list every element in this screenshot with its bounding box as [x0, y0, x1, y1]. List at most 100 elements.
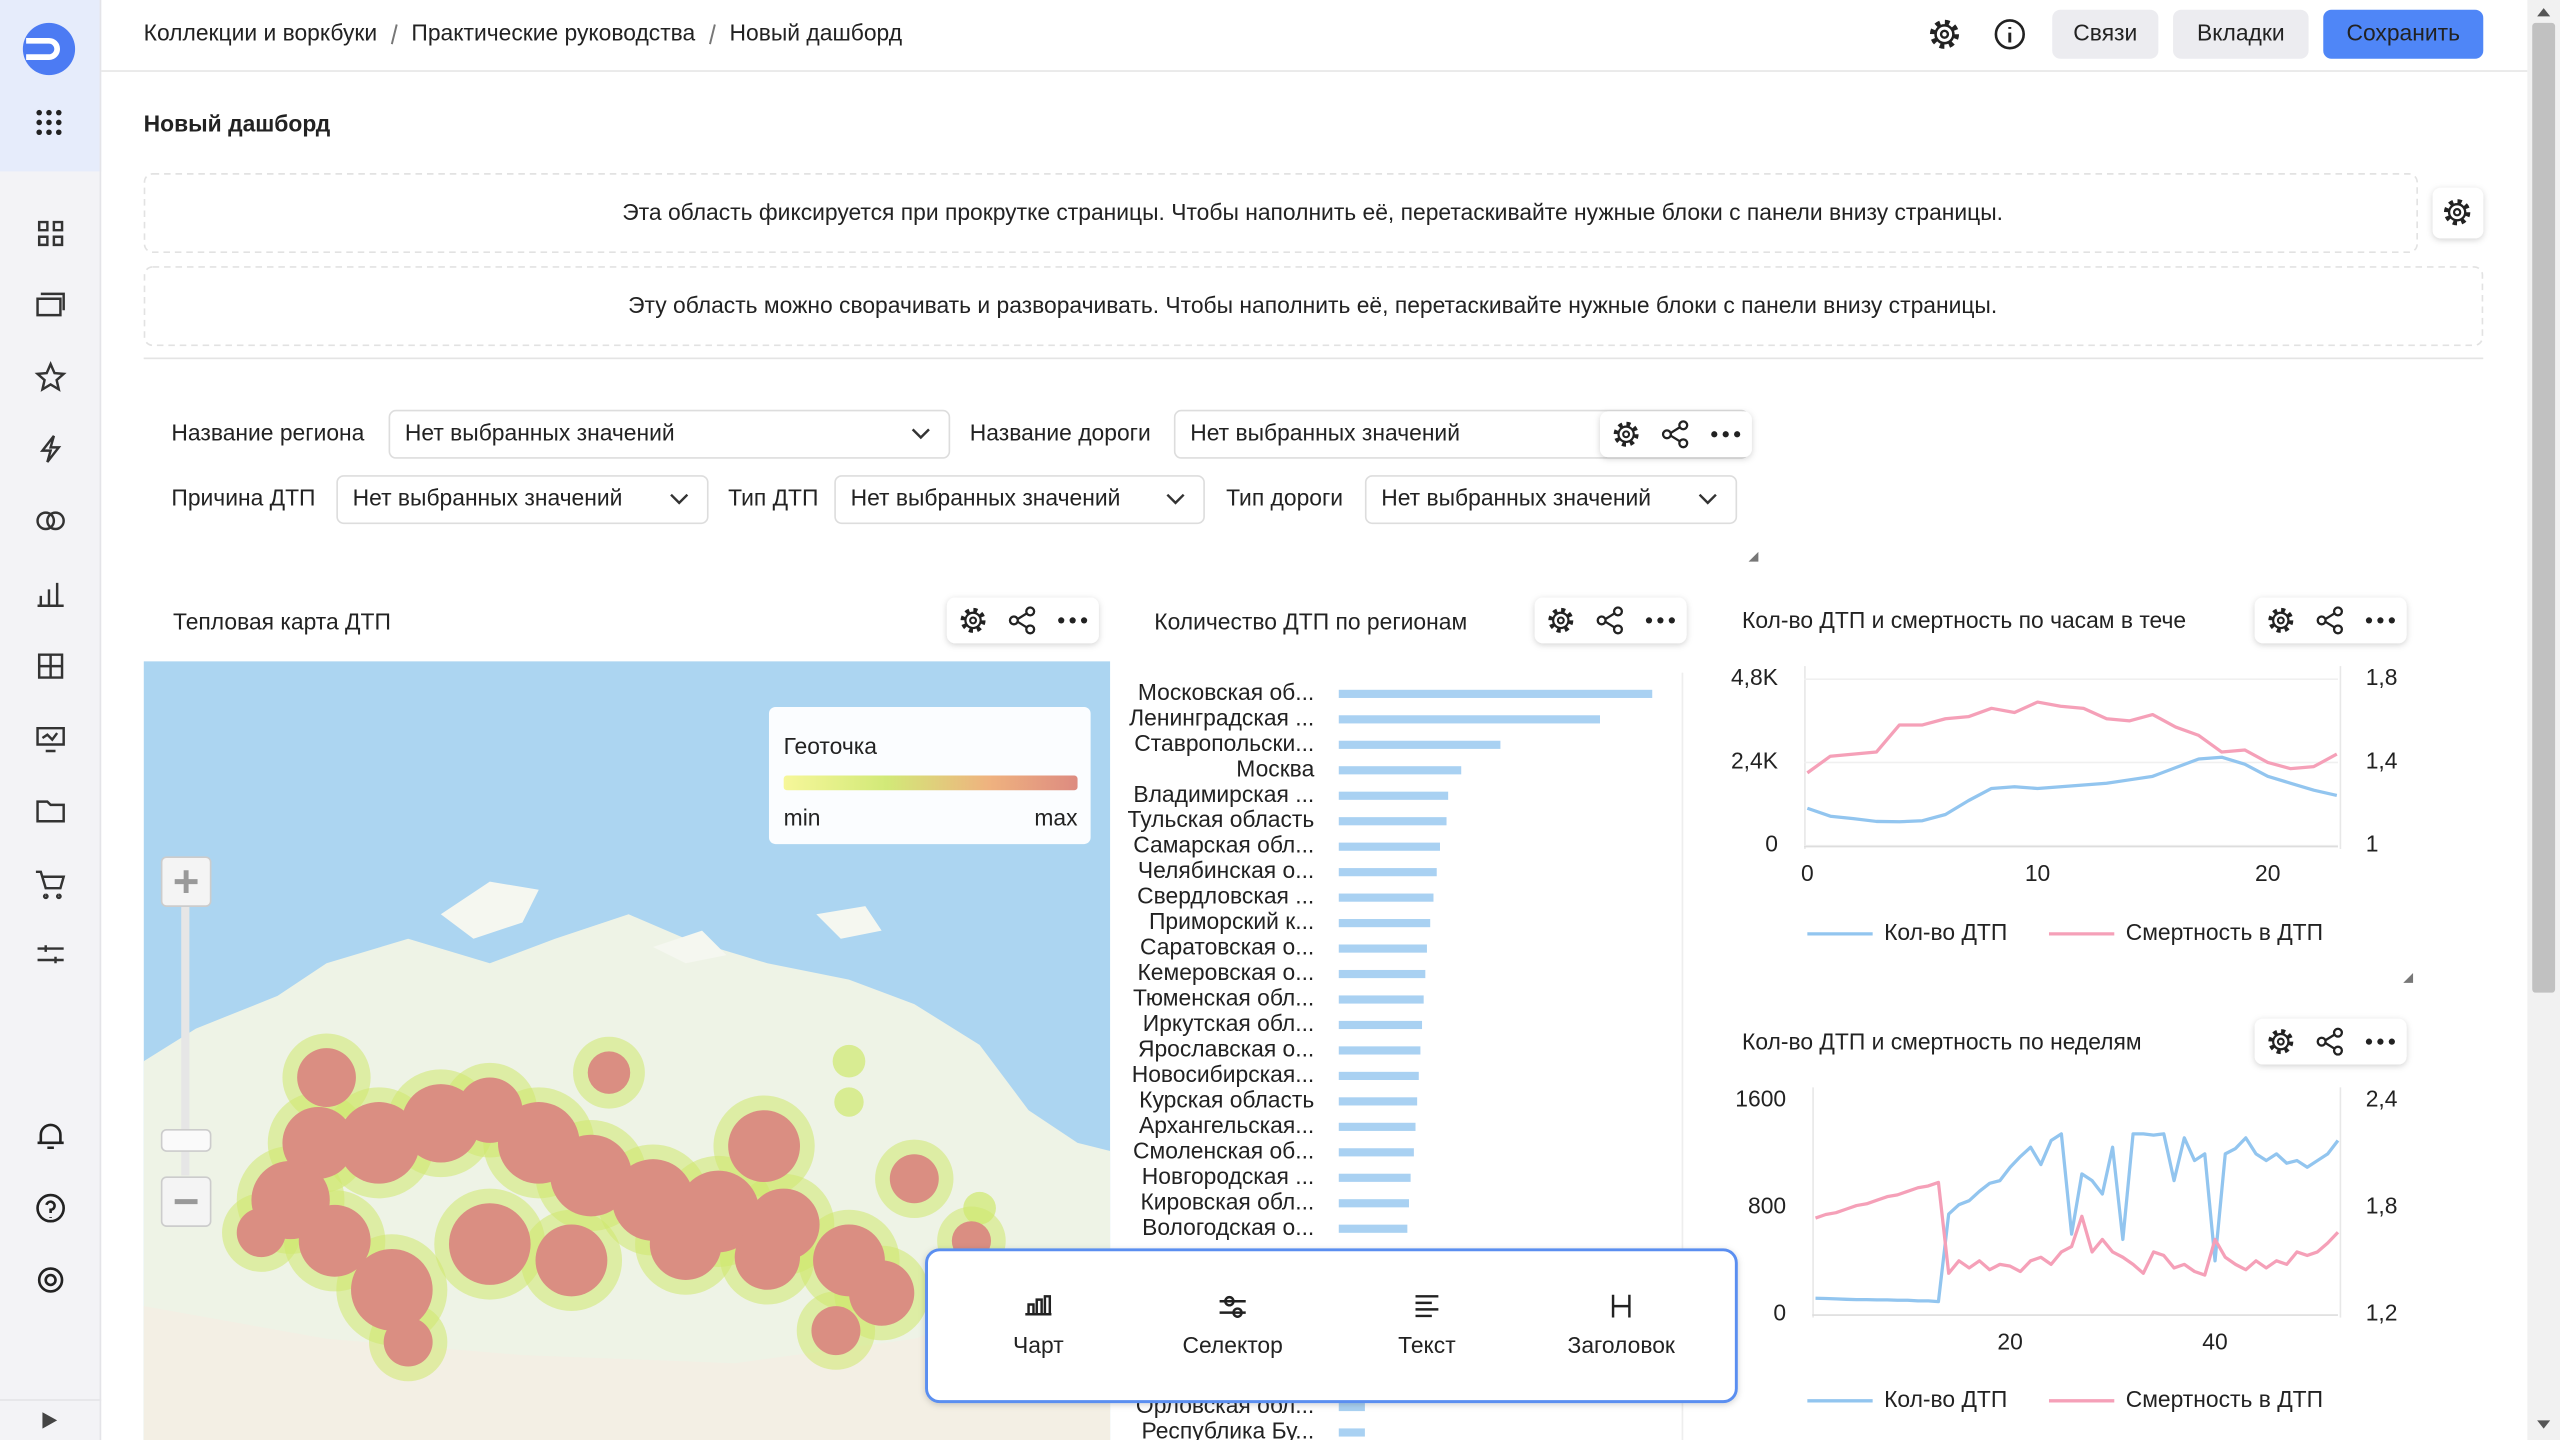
bar[interactable] — [1338, 1097, 1418, 1106]
sidebar-icon[interactable] — [37, 582, 64, 607]
bar[interactable] — [1338, 842, 1440, 851]
sidebar-icon[interactable] — [34, 361, 67, 392]
bar[interactable] — [1338, 868, 1437, 877]
sidebar-icon[interactable] — [37, 220, 64, 247]
scroll-down[interactable] — [2537, 1420, 2551, 1429]
more-icon[interactable] — [2365, 1038, 2395, 1045]
selector-input[interactable] — [1364, 475, 1738, 525]
bar[interactable] — [1338, 1148, 1414, 1157]
apps-dot[interactable] — [56, 129, 62, 136]
selector-input[interactable] — [336, 475, 709, 525]
bar[interactable] — [1338, 817, 1447, 826]
bar[interactable] — [1338, 1224, 1408, 1233]
resize-handle[interactable] — [2403, 973, 2414, 983]
apps-dot[interactable] — [46, 109, 52, 116]
apps-dot[interactable] — [56, 109, 62, 116]
selector-chevron[interactable] — [911, 428, 930, 440]
selector-placeholder[interactable]: Нет выбранных значений — [1381, 485, 1651, 511]
selector-chevron[interactable] — [1698, 493, 1717, 505]
bar[interactable] — [1338, 969, 1426, 979]
bar[interactable] — [1338, 919, 1431, 928]
more-icon[interactable] — [1058, 617, 1088, 624]
bar[interactable] — [1338, 1071, 1419, 1080]
add-item-icon[interactable] — [1415, 1295, 1439, 1318]
more-icon[interactable] — [1711, 431, 1741, 438]
legend-label[interactable]: Смертность в ДТП — [2126, 919, 2323, 945]
selector-placeholder[interactable]: Нет выбранных значений — [851, 485, 1121, 511]
header-button-label[interactable]: Сохранить — [2346, 19, 2460, 45]
share-icon[interactable] — [1008, 606, 1036, 635]
apps-dot[interactable] — [36, 129, 42, 136]
apps-dot[interactable] — [46, 119, 52, 126]
bar[interactable] — [1338, 944, 1427, 953]
bar[interactable] — [1338, 1020, 1423, 1030]
info-icon[interactable] — [1994, 19, 2025, 50]
sidebar-icon[interactable] — [36, 292, 65, 317]
bar[interactable] — [1338, 1173, 1411, 1182]
sidebar-icon[interactable] — [36, 511, 65, 531]
scrollbar-thumb[interactable] — [2532, 22, 2556, 993]
collapse-toggle[interactable] — [42, 1412, 58, 1429]
selector-input[interactable] — [834, 475, 1205, 525]
selector-placeholder[interactable]: Нет выбранных значений — [353, 485, 623, 511]
bar[interactable] — [1338, 1428, 1365, 1437]
header-button-label[interactable]: Вкладки — [2197, 19, 2285, 45]
share-icon[interactable] — [2316, 1027, 2344, 1056]
bar[interactable] — [1338, 689, 1653, 698]
settings-icon[interactable] — [1613, 421, 1639, 447]
bar[interactable] — [1338, 791, 1449, 800]
header-button-label[interactable]: Связи — [2073, 19, 2137, 45]
legend-label[interactable]: Смертность в ДТП — [2126, 1386, 2323, 1412]
bar[interactable] — [1338, 715, 1600, 724]
legend-label[interactable]: Кол-во ДТП — [1884, 919, 2007, 945]
series-line[interactable] — [1815, 1132, 2340, 1304]
selector-placeholder[interactable]: Нет выбранных значений — [405, 419, 675, 445]
settings-icon[interactable] — [1929, 19, 1960, 49]
zoom-handle[interactable] — [160, 1128, 212, 1152]
sidebar-icon[interactable] — [37, 1267, 64, 1293]
breadcrumb[interactable]: Практические руководства — [411, 19, 695, 45]
series-line[interactable] — [1806, 700, 2338, 775]
apps-dot[interactable] — [46, 129, 52, 136]
logo[interactable] — [22, 22, 76, 76]
settings-icon[interactable] — [2443, 199, 2471, 226]
bar[interactable] — [1338, 893, 1434, 902]
bar[interactable] — [1338, 1199, 1409, 1208]
more-icon[interactable] — [2365, 617, 2395, 624]
sidebar-icon[interactable] — [37, 1123, 64, 1150]
share-icon[interactable] — [1596, 606, 1624, 635]
add-item-icon[interactable] — [1611, 1294, 1631, 1318]
scroll-up[interactable] — [2537, 8, 2551, 17]
bar[interactable] — [1338, 1402, 1365, 1412]
apps-dot[interactable] — [56, 119, 62, 126]
bar[interactable] — [1338, 1122, 1416, 1131]
add-item-icon[interactable] — [1025, 1295, 1052, 1316]
add-item-label[interactable]: Текст — [1398, 1332, 1456, 1358]
selector-placeholder[interactable]: Нет выбранных значений — [1190, 419, 1460, 445]
selector-chevron[interactable] — [1166, 493, 1185, 505]
bar[interactable] — [1338, 995, 1424, 1004]
settings-icon[interactable] — [2268, 1029, 2294, 1055]
add-item-label[interactable]: Заголовок — [1568, 1332, 1676, 1358]
series-line[interactable] — [1814, 1180, 2340, 1277]
bar[interactable] — [1338, 766, 1462, 775]
sidebar-icon[interactable] — [36, 726, 65, 753]
resize-handle[interactable] — [1748, 551, 1759, 562]
selector-input[interactable] — [388, 409, 951, 459]
sidebar-icon[interactable] — [39, 435, 62, 463]
add-item-label[interactable]: Чарт — [1013, 1332, 1064, 1358]
sidebar-icon[interactable] — [37, 945, 64, 964]
header-button[interactable] — [2323, 9, 2484, 59]
sidebar-icon[interactable] — [35, 870, 66, 900]
share-icon[interactable] — [2316, 606, 2344, 635]
add-item-label[interactable]: Селектор — [1182, 1332, 1282, 1358]
zoom-in-sign[interactable] — [174, 870, 198, 894]
legend-label[interactable]: Кол-во ДТП — [1884, 1386, 2007, 1412]
more-icon[interactable] — [1645, 617, 1675, 624]
bar[interactable] — [1338, 740, 1501, 749]
header-button[interactable] — [2173, 9, 2309, 59]
header-button[interactable] — [2052, 9, 2159, 59]
share-icon[interactable] — [1661, 420, 1689, 449]
add-item-icon[interactable] — [1219, 1295, 1246, 1318]
sidebar-icon[interactable] — [36, 1193, 65, 1223]
